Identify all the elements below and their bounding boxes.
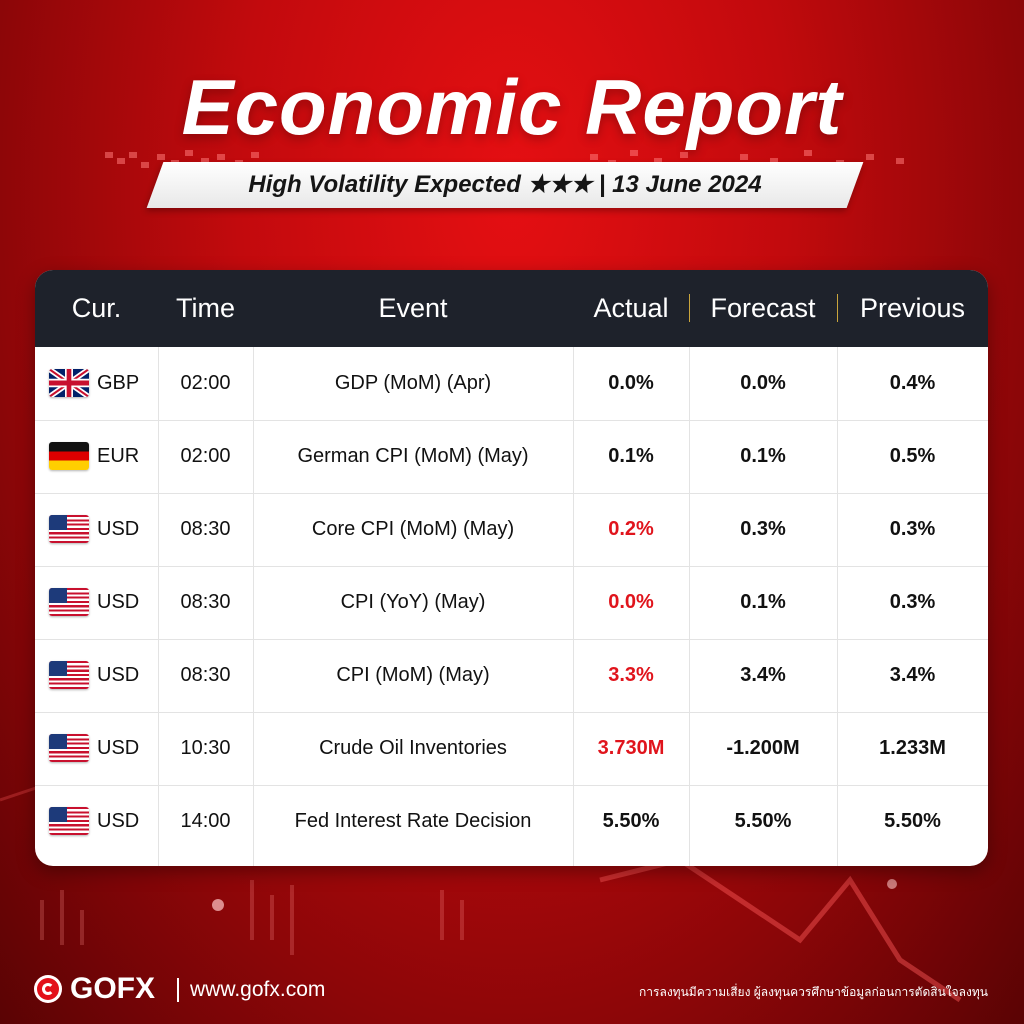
previous-value: 3.4% bbox=[889, 664, 936, 686]
actual-value: 3.730M bbox=[597, 737, 665, 759]
actual-value: 0.0% bbox=[608, 591, 654, 613]
table-row: USD 08:30 Core CPI (MoM) (May) 0.2% 0.3%… bbox=[35, 493, 988, 567]
website-link[interactable]: www.gofx.com bbox=[190, 978, 326, 1001]
risk-disclaimer: การลงทุนมีความเสี่ยง ผู้ลงทุนควรศึกษาข้อ… bbox=[639, 985, 988, 999]
forecast-value: 5.50% bbox=[734, 810, 792, 832]
event-time: 10:30 bbox=[180, 737, 231, 759]
uk-flag-icon bbox=[49, 369, 89, 397]
forecast-value: 3.4% bbox=[740, 664, 786, 686]
table-row: EUR 02:00 German CPI (MoM) (May) 0.1% 0.… bbox=[35, 420, 988, 494]
column-header-actual: Actual bbox=[593, 293, 669, 323]
column-divider bbox=[158, 347, 159, 866]
brand-name: GOFX bbox=[70, 972, 156, 1005]
column-divider bbox=[837, 347, 838, 866]
actual-value: 0.2% bbox=[608, 518, 654, 540]
currency-code: GBP bbox=[97, 372, 140, 394]
subtitle-text: High Volatility Expected ★★★ | 13 June 2… bbox=[248, 171, 762, 198]
previous-value: 0.3% bbox=[889, 591, 936, 613]
table-header: Cur. Time Event Actual Forecast Previous bbox=[35, 270, 988, 347]
column-divider bbox=[573, 347, 574, 866]
event-name: CPI (MoM) (May) bbox=[336, 664, 490, 686]
event-name: Core CPI (MoM) (May) bbox=[311, 518, 515, 540]
us-flag-icon bbox=[49, 807, 89, 835]
actual-value: 5.50% bbox=[602, 810, 660, 832]
currency-code: USD bbox=[97, 737, 140, 759]
currency-code: USD bbox=[97, 810, 140, 832]
event-name: GDP (MoM) (Apr) bbox=[334, 372, 492, 394]
previous-value: 1.233M bbox=[879, 737, 946, 759]
currency-code: USD bbox=[97, 591, 140, 613]
forecast-value: 0.3% bbox=[740, 518, 786, 540]
page-title: Economic Report bbox=[181, 63, 843, 151]
event-time: 08:30 bbox=[180, 664, 231, 686]
column-header-forecast: Forecast bbox=[710, 293, 816, 323]
forecast-value: 0.1% bbox=[740, 445, 786, 467]
table-row: USD 14:00 Fed Interest Rate Decision 5.5… bbox=[35, 785, 988, 858]
us-flag-icon bbox=[49, 734, 89, 762]
currency-code: USD bbox=[97, 664, 140, 686]
event-time: 08:30 bbox=[180, 518, 231, 540]
event-time: 14:00 bbox=[180, 810, 231, 832]
table-row: USD 08:30 CPI (MoM) (May) 3.3% 3.4% 3.4% bbox=[35, 639, 988, 713]
column-header-currency: Cur. bbox=[71, 293, 122, 323]
us-flag-icon bbox=[49, 588, 89, 616]
header-divider bbox=[689, 294, 690, 322]
event-time: 08:30 bbox=[180, 591, 231, 613]
forecast-value: 0.1% bbox=[740, 591, 786, 613]
column-header-previous: Previous bbox=[859, 293, 966, 323]
previous-value: 0.4% bbox=[889, 372, 936, 394]
event-name: Fed Interest Rate Decision bbox=[294, 810, 532, 832]
table-row: USD 08:30 CPI (YoY) (May) 0.0% 0.1% 0.3% bbox=[35, 566, 988, 640]
forecast-value: -1.200M bbox=[726, 737, 800, 759]
event-name: German CPI (MoM) (May) bbox=[297, 445, 529, 467]
event-time: 02:00 bbox=[180, 445, 231, 467]
header-divider bbox=[837, 294, 838, 322]
table-row: USD 10:30 Crude Oil Inventories 3.730M -… bbox=[35, 712, 988, 786]
us-flag-icon bbox=[49, 661, 89, 689]
event-time: 02:00 bbox=[180, 372, 231, 394]
event-name: Crude Oil Inventories bbox=[319, 737, 507, 759]
column-divider bbox=[689, 347, 690, 866]
previous-value: 0.3% bbox=[889, 518, 936, 540]
previous-value: 5.50% bbox=[884, 810, 941, 832]
table-row: GBP 02:00 GDP (MoM) (Apr) 0.0% 0.0% 0.4% bbox=[35, 347, 988, 421]
forecast-value: 0.0% bbox=[740, 372, 786, 394]
column-header-time: Time bbox=[176, 293, 235, 323]
germany-flag-icon bbox=[49, 442, 89, 470]
us-flag-icon bbox=[49, 515, 89, 543]
footer-divider bbox=[177, 978, 179, 1002]
economic-calendar-table: Cur. Time Event Actual Forecast Previous… bbox=[35, 270, 988, 866]
event-name: CPI (YoY) (May) bbox=[340, 591, 486, 613]
currency-code: EUR bbox=[97, 445, 140, 467]
actual-value: 3.3% bbox=[608, 664, 654, 686]
previous-value: 0.5% bbox=[889, 445, 936, 467]
currency-code: USD bbox=[97, 518, 140, 540]
actual-value: 0.1% bbox=[608, 445, 654, 467]
gofx-logo-icon bbox=[34, 975, 62, 1003]
column-header-event: Event bbox=[378, 293, 448, 323]
actual-value: 0.0% bbox=[608, 372, 654, 394]
column-divider bbox=[253, 347, 254, 866]
